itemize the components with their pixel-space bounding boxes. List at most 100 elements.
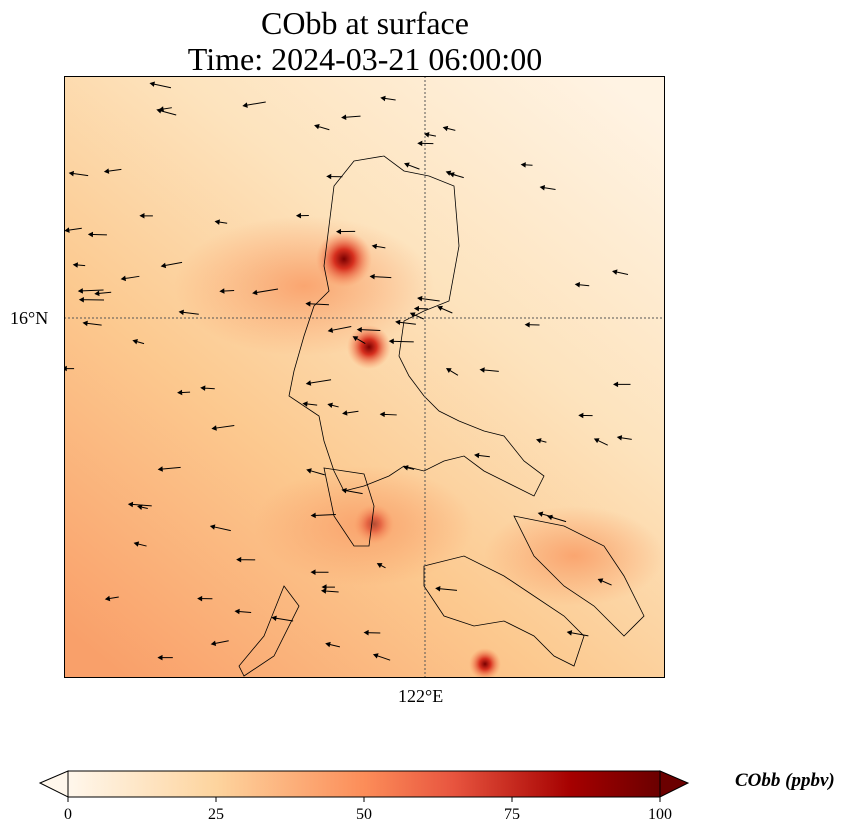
wind-arrow: [417, 140, 434, 147]
colorbar-tick-label: 25: [208, 806, 224, 823]
wind-arrow: [597, 578, 612, 586]
hotspot-visayas: [469, 648, 501, 678]
wind-arrow: [310, 569, 329, 575]
wind-arrow: [435, 585, 458, 592]
wind-arrow: [157, 654, 173, 661]
wind-arrow: [200, 385, 215, 391]
wind-arrow: [306, 468, 325, 476]
plume: [484, 506, 664, 606]
y-tick-label: 16°N: [10, 308, 49, 328]
wind-arrow: [593, 438, 608, 446]
colorbar-extend-min: [38, 770, 69, 798]
colorbar-gradient: [67, 770, 661, 798]
wind-arrow: [234, 608, 252, 615]
wind-arrow: [78, 296, 105, 303]
title-line-2: Time: 2024-03-21 06:00:00: [187, 41, 543, 77]
wind-arrow: [327, 402, 339, 409]
wind-arrow: [127, 501, 152, 508]
wind-arrow: [157, 466, 181, 472]
wind-arrow: [442, 125, 456, 132]
title-line-1: CObb at surface: [261, 5, 469, 41]
wind-arrow: [335, 228, 356, 235]
wind-arrow: [120, 275, 140, 282]
wind-arrow: [613, 381, 631, 388]
wind-arrow: [137, 504, 148, 510]
wind-arrow: [305, 301, 329, 307]
wind-arrow: [474, 452, 490, 459]
wind-arrow: [326, 173, 343, 180]
wind-arrow: [104, 595, 119, 602]
wind-arrow: [413, 305, 428, 312]
wind-arrow: [574, 282, 590, 288]
wind-arrow: [305, 379, 332, 386]
wind-arrow: [72, 262, 86, 268]
wind-arrow: [547, 514, 567, 523]
wind-arrow: [388, 338, 414, 345]
wind-arrow: [77, 288, 104, 294]
wind-arrow: [149, 81, 172, 89]
wind-arrow: [616, 435, 632, 441]
wind-arrow: [380, 95, 396, 102]
coastline-mindoro: [323, 467, 375, 547]
wind-arrow: [314, 124, 330, 131]
wind-arrow: [612, 269, 629, 275]
x-tick-label: 122°E: [398, 686, 444, 706]
wind-arrow: [409, 312, 424, 320]
wind-arrow: [363, 629, 381, 636]
map-frame: [64, 76, 665, 678]
wind-arrow: [437, 305, 453, 314]
wind-arrow: [209, 524, 231, 532]
wind-arrow: [82, 320, 102, 327]
wind-arrow: [524, 322, 540, 328]
wind-arrow: [139, 213, 153, 219]
map-plot: [64, 76, 665, 678]
colorbar-extend-max: [659, 770, 690, 798]
wind-arrow: [327, 326, 352, 333]
wind-arrow: [341, 114, 361, 120]
wind-vectors: [64, 81, 632, 661]
wind-arrow: [158, 106, 172, 112]
wind-arrow: [271, 615, 294, 622]
wind-arrow: [211, 425, 235, 431]
wind-arrow: [321, 584, 335, 590]
wind-arrow: [417, 295, 440, 302]
wind-arrow: [160, 261, 183, 269]
wind-arrow: [325, 641, 340, 648]
wind-arrow: [302, 401, 318, 407]
hotspot-central-luzon-west: [347, 325, 391, 369]
colorbar-tick-label: 0: [64, 806, 72, 823]
wind-arrow: [210, 640, 229, 647]
hotspot-northwest-luzon: [316, 231, 372, 287]
wind-arrow: [68, 170, 89, 177]
wind-arrow: [236, 556, 256, 563]
wind-arrow: [87, 231, 107, 238]
wind-arrow: [402, 465, 415, 471]
colorbar-label: CObb (ppbv): [735, 770, 835, 791]
wind-arrow: [177, 389, 191, 396]
wind-arrow: [539, 185, 556, 191]
wind-arrow: [356, 326, 381, 333]
wind-arrow: [295, 212, 309, 219]
wind-arrow: [352, 336, 366, 344]
wind-arrow: [310, 512, 336, 519]
wind-arrow: [445, 170, 457, 176]
wind-arrow: [369, 273, 392, 280]
coastline-luzon: [288, 155, 545, 497]
wind-arrow: [371, 243, 386, 250]
wind-arrow: [320, 588, 339, 594]
wind-arrow: [178, 309, 199, 316]
wind-arrow: [535, 438, 547, 444]
wind-arrow: [64, 227, 82, 233]
wind-arrow: [132, 339, 145, 345]
wind-arrow: [94, 290, 112, 297]
wind-arrow: [342, 410, 359, 416]
wind-arrow: [479, 367, 499, 373]
wind-arrow: [445, 368, 459, 376]
wind-arrow: [219, 288, 235, 294]
wind-arrow: [379, 411, 397, 418]
wind-arrow: [395, 319, 416, 326]
wind-arrow: [341, 487, 363, 495]
colorbar-tick-label: 50: [356, 806, 372, 823]
wind-arrow: [372, 653, 391, 661]
wind-arrow: [520, 162, 533, 168]
